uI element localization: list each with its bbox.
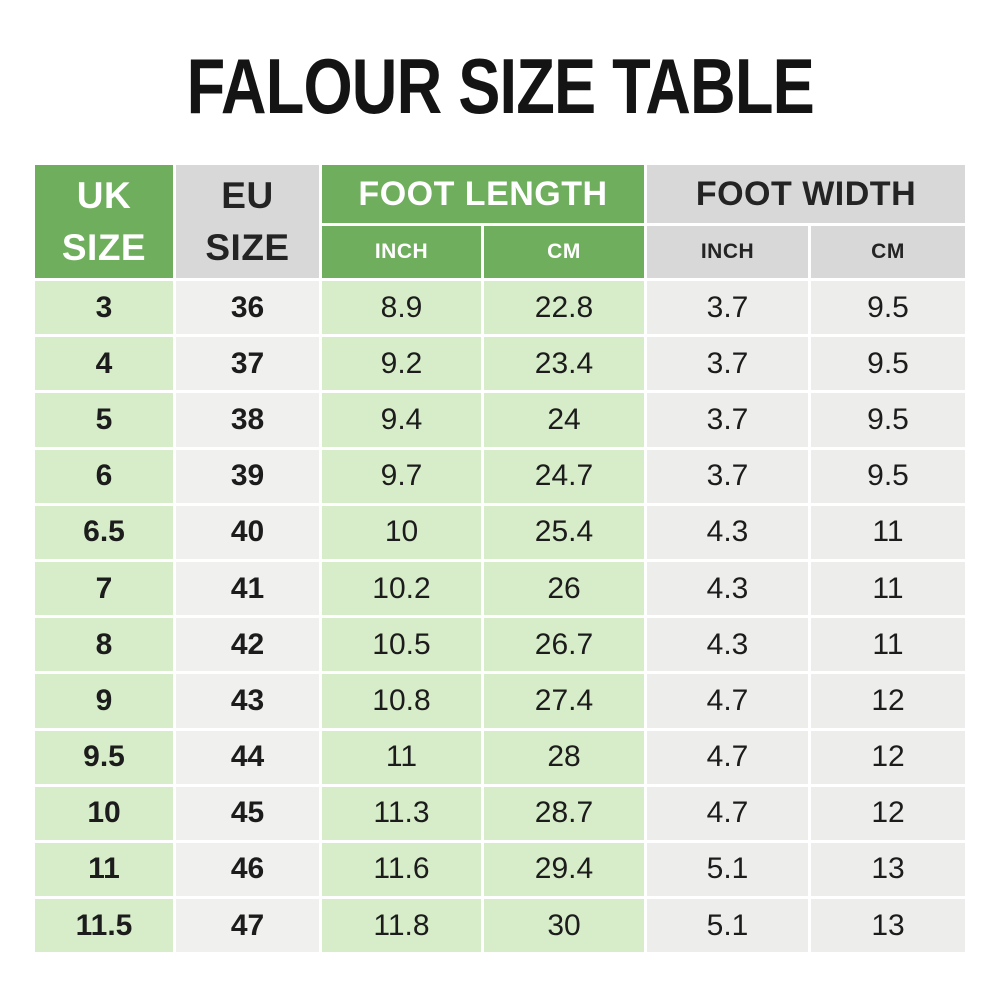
uk-size-column-header: UK SIZE bbox=[35, 165, 173, 278]
uk-size-cell: 9.5 bbox=[35, 730, 173, 784]
foot-width-cm-cell: 9.5 bbox=[811, 449, 965, 503]
uk-size-cell: 7 bbox=[35, 561, 173, 616]
eu-size-column-header: EU SIZE bbox=[176, 165, 319, 278]
foot-length-inch-cell: 9.7 bbox=[322, 449, 481, 503]
foot-length-cm-cell: 24.7 bbox=[484, 449, 644, 503]
eu-size-cell: 37 bbox=[176, 337, 319, 391]
foot-width-cm-subheader: CM bbox=[811, 226, 965, 278]
foot-length-inch-cell: 8.9 bbox=[322, 281, 481, 335]
foot-length-cm-cell: 26.7 bbox=[484, 618, 644, 672]
page-title-text: FALOUR SIZE TABLE bbox=[186, 42, 814, 130]
size-table: UK SIZE EU SIZE FOOT LENGTH FOOT WIDTH I… bbox=[35, 165, 965, 953]
foot-width-inch-cell: 3.7 bbox=[647, 281, 808, 335]
eu-size-cell: 44 bbox=[176, 730, 319, 784]
uk-size-header-line1: UK bbox=[76, 174, 132, 216]
foot-width-inch-cell: 5.1 bbox=[647, 899, 808, 953]
eu-size-header-line2: SIZE bbox=[205, 226, 290, 268]
foot-length-cm-cell: 29.4 bbox=[484, 842, 644, 897]
eu-size-cell: 41 bbox=[176, 561, 319, 616]
eu-size-header-line1: EU bbox=[221, 174, 274, 216]
foot-width-inch-cell: 4.7 bbox=[647, 730, 808, 784]
foot-length-inch-cell: 10.8 bbox=[322, 674, 481, 728]
foot-width-inch-cell: 4.7 bbox=[647, 674, 808, 728]
foot-length-cm-cell: 23.4 bbox=[484, 337, 644, 391]
foot-length-cm-cell: 30 bbox=[484, 899, 644, 953]
foot-length-inch-cell: 11 bbox=[322, 730, 481, 784]
foot-length-group-header: FOOT LENGTH bbox=[322, 165, 644, 223]
foot-width-inch-cell: 3.7 bbox=[647, 337, 808, 391]
eu-size-cell: 43 bbox=[176, 674, 319, 728]
foot-length-inch-cell: 9.2 bbox=[322, 337, 481, 391]
eu-size-cell: 47 bbox=[176, 899, 319, 953]
uk-size-cell: 3 bbox=[35, 281, 173, 335]
foot-length-inch-cell: 9.4 bbox=[322, 393, 481, 447]
foot-width-cm-cell: 9.5 bbox=[811, 337, 965, 391]
uk-size-cell: 6.5 bbox=[35, 505, 173, 559]
foot-width-inch-cell: 4.3 bbox=[647, 561, 808, 616]
eu-size-cell: 46 bbox=[176, 842, 319, 897]
foot-length-cm-cell: 27.4 bbox=[484, 674, 644, 728]
uk-size-cell: 8 bbox=[35, 618, 173, 672]
uk-size-cell: 11 bbox=[35, 842, 173, 897]
foot-length-inch-cell: 11.6 bbox=[322, 842, 481, 897]
uk-size-cell: 11.5 bbox=[35, 899, 173, 953]
foot-width-inch-cell: 3.7 bbox=[647, 393, 808, 447]
foot-width-cm-cell: 12 bbox=[811, 674, 965, 728]
foot-length-cm-cell: 22.8 bbox=[484, 281, 644, 335]
foot-width-cm-cell: 9.5 bbox=[811, 281, 965, 335]
eu-size-cell: 36 bbox=[176, 281, 319, 335]
uk-size-header-line2: SIZE bbox=[61, 226, 147, 268]
foot-length-inch-cell: 10.2 bbox=[322, 561, 481, 616]
uk-size-cell: 4 bbox=[35, 337, 173, 391]
foot-length-cm-cell: 24 bbox=[484, 393, 644, 447]
uk-size-cell: 9 bbox=[35, 674, 173, 728]
eu-size-cell: 38 bbox=[176, 393, 319, 447]
foot-length-inch-cell: 10 bbox=[322, 505, 481, 559]
foot-length-cm-subheader: CM bbox=[484, 226, 644, 278]
foot-width-inch-cell: 5.1 bbox=[647, 842, 808, 897]
foot-width-cm-cell: 12 bbox=[811, 786, 965, 840]
foot-width-inch-cell: 4.3 bbox=[647, 618, 808, 672]
foot-length-cm-cell: 28 bbox=[484, 730, 644, 784]
foot-length-inch-subheader: INCH bbox=[322, 226, 481, 278]
foot-width-cm-cell: 13 bbox=[811, 842, 965, 897]
foot-width-cm-cell: 12 bbox=[811, 730, 965, 784]
foot-width-cm-cell: 11 bbox=[811, 505, 965, 559]
foot-length-cm-cell: 25.4 bbox=[484, 505, 644, 559]
foot-width-cm-cell: 11 bbox=[811, 618, 965, 672]
uk-size-cell: 6 bbox=[35, 449, 173, 503]
foot-length-inch-cell: 11.8 bbox=[322, 899, 481, 953]
foot-length-cm-cell: 26 bbox=[484, 561, 644, 616]
foot-width-cm-cell: 13 bbox=[811, 899, 965, 953]
foot-width-inch-cell: 4.7 bbox=[647, 786, 808, 840]
foot-length-inch-cell: 11.3 bbox=[322, 786, 481, 840]
foot-length-inch-cell: 10.5 bbox=[322, 618, 481, 672]
foot-width-inch-subheader: INCH bbox=[647, 226, 808, 278]
uk-size-cell: 10 bbox=[35, 786, 173, 840]
foot-width-inch-cell: 3.7 bbox=[647, 449, 808, 503]
page-title: FALOUR SIZE TABLE bbox=[0, 40, 1000, 132]
eu-size-cell: 42 bbox=[176, 618, 319, 672]
uk-size-cell: 5 bbox=[35, 393, 173, 447]
foot-width-cm-cell: 9.5 bbox=[811, 393, 965, 447]
eu-size-cell: 39 bbox=[176, 449, 319, 503]
foot-length-cm-cell: 28.7 bbox=[484, 786, 644, 840]
foot-width-cm-cell: 11 bbox=[811, 561, 965, 616]
foot-width-inch-cell: 4.3 bbox=[647, 505, 808, 559]
foot-width-group-header: FOOT WIDTH bbox=[647, 165, 965, 223]
eu-size-cell: 40 bbox=[176, 505, 319, 559]
eu-size-cell: 45 bbox=[176, 786, 319, 840]
